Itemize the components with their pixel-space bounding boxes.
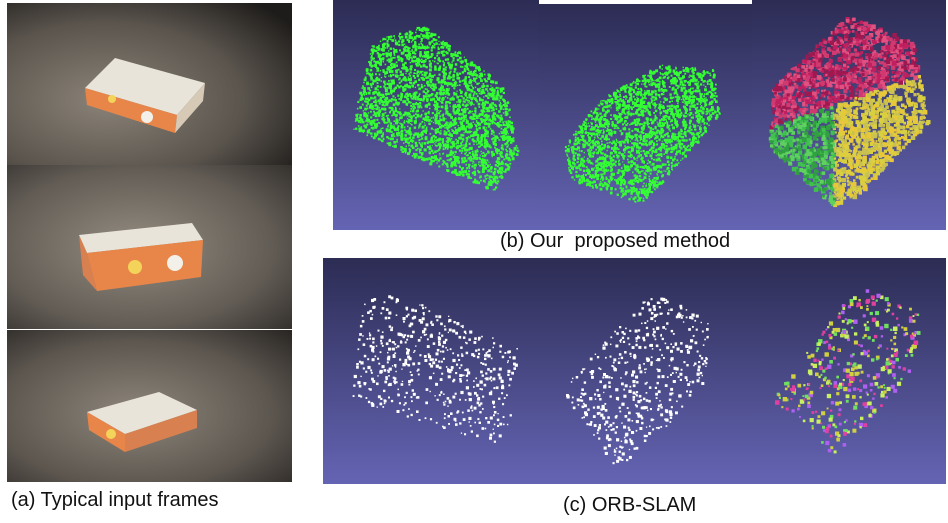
caption-b: (b) Our proposed method: [500, 230, 731, 252]
caption-a: (a) Typical input frames: [11, 489, 219, 511]
dense-green-view-1: [333, 0, 539, 230]
input-frame-3: [7, 330, 292, 482]
dense-colored-view: [752, 0, 946, 230]
dense-green-view-2: [539, 4, 752, 230]
sparse-white-view-2: [530, 258, 737, 484]
input-frame-2: [7, 165, 292, 329]
sparse-colored-view: [737, 258, 946, 484]
caption-c: (c) ORB-SLAM: [563, 494, 697, 516]
input-frame-1: [7, 3, 292, 165]
sparse-white-view-1: [323, 258, 530, 484]
